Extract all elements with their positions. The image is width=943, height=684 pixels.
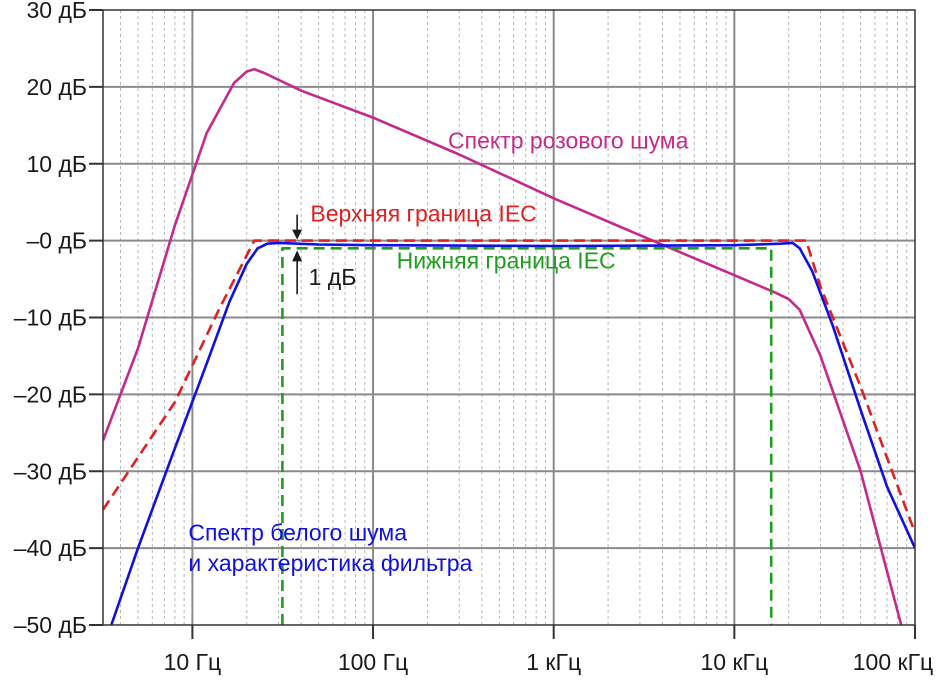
annotation-upper-label: Верхняя граница IEC — [310, 200, 536, 226]
annotation-lower-label: Нижняя граница IEC — [397, 247, 616, 273]
x-tick-label: 10 кГц — [701, 649, 769, 675]
db-marker-down-arrow — [292, 229, 303, 240]
db-marker — [292, 214, 303, 295]
series-white-filter-line — [109, 241, 915, 625]
y-axis: 30 дБ 20 дБ 10 дБ –0 дБ –10 дБ –20 дБ –30 дБ –4… — [14, 0, 103, 638]
y-tick-label: –0 дБ — [27, 228, 88, 254]
y-tick-label: 10 дБ — [27, 151, 88, 177]
y-tick-label: –30 дБ — [14, 458, 87, 484]
annotation-db-marker: 1 дБ — [309, 264, 357, 290]
annotation-white-label-2: и характеристика фильтра — [188, 550, 472, 576]
series-layer — [103, 67, 915, 625]
x-tick-label: 10 Гц — [164, 649, 222, 675]
x-tick-label: 100 кГц — [853, 649, 933, 675]
series-iec-upper-line — [103, 239, 915, 534]
db-marker-up-arrow — [292, 250, 303, 262]
annotation-pink-label: Спектр розового шума — [448, 127, 689, 153]
y-tick-label: –40 дБ — [14, 535, 87, 561]
y-tick-label: 20 дБ — [27, 74, 88, 100]
x-tick-label: 100 Гц — [338, 649, 408, 675]
x-tick-label: 1 кГц — [526, 649, 581, 675]
x-axis: 10 Гц 100 Гц 1 кГц 10 кГц 100 кГц — [164, 625, 933, 675]
y-tick-label: –10 дБ — [14, 305, 87, 331]
annotation-white-label-1: Спектр белого шума — [188, 519, 407, 545]
y-tick-label: –20 дБ — [14, 381, 87, 407]
series-iec-lower-line — [281, 247, 773, 625]
annotations: Спектр розового шума Верхняя граница IEC Н… — [188, 127, 688, 576]
y-tick-label: –50 дБ — [14, 612, 87, 638]
series-pink-line — [103, 67, 903, 625]
y-tick-label: 30 дБ — [27, 0, 88, 23]
